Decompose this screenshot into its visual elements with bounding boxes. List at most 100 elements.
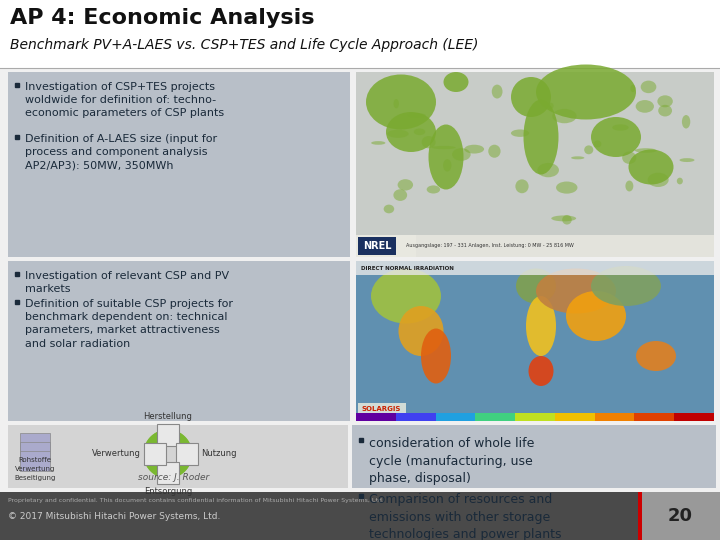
Ellipse shape [523,99,559,174]
Bar [515,413,555,421]
Text: source: J. Roder: source: J. Roder [138,473,209,482]
FancyBboxPatch shape [176,443,198,465]
Ellipse shape [452,148,471,161]
Ellipse shape [636,100,654,113]
Bar [356,235,416,257]
Ellipse shape [680,158,695,162]
Ellipse shape [421,328,451,383]
Ellipse shape [630,85,636,92]
Ellipse shape [393,189,407,201]
FancyBboxPatch shape [143,443,166,465]
Ellipse shape [556,181,577,194]
Ellipse shape [511,130,529,137]
Bar [555,413,595,421]
Ellipse shape [444,72,469,92]
Bar [634,413,674,421]
Bar [356,72,714,257]
Ellipse shape [636,341,676,371]
Ellipse shape [552,215,576,221]
Text: Definition of A-LAES size (input for
process and component analysis
AP2/AP3): 50: Definition of A-LAES size (input for pro… [25,134,217,171]
Ellipse shape [584,145,593,154]
Ellipse shape [428,125,464,190]
Ellipse shape [552,109,577,123]
Text: © 2017 Mitsubishi Hitachi Power Systems, Ltd.: © 2017 Mitsubishi Hitachi Power Systems,… [8,512,220,521]
Ellipse shape [526,296,556,356]
Ellipse shape [516,268,556,303]
Ellipse shape [594,140,601,147]
Ellipse shape [366,75,436,130]
Bar [0,0,720,68]
Ellipse shape [641,80,657,93]
Bar [8,261,350,421]
Text: consideration of whole life
cycle (manufacturing, use
phase, disposal): consideration of whole life cycle (manuf… [369,437,534,485]
Ellipse shape [682,115,690,129]
Text: Proprietary and confidential. This document contains confidential information of: Proprietary and confidential. This docum… [8,498,384,503]
Bar [356,261,714,421]
Bar [640,492,720,540]
Bar [356,261,714,421]
Ellipse shape [622,152,636,164]
Ellipse shape [427,185,440,193]
Ellipse shape [464,145,484,153]
Bar [8,72,350,257]
Ellipse shape [537,163,559,177]
FancyBboxPatch shape [157,424,179,446]
Ellipse shape [511,77,551,117]
Bar [358,403,406,415]
Ellipse shape [432,146,456,149]
Text: Rohstoffe: Rohstoffe [19,456,52,463]
FancyBboxPatch shape [20,433,50,453]
Bar [674,413,714,421]
Text: Definition of suitable CSP projects for
benchmark dependent on: technical
parame: Definition of suitable CSP projects for … [25,299,233,349]
Bar [356,235,714,257]
Ellipse shape [536,64,636,119]
Ellipse shape [562,215,572,225]
Text: DIRECT NORMAL IRRADIATION: DIRECT NORMAL IRRADIATION [361,266,454,271]
Bar [8,425,348,488]
Ellipse shape [387,130,409,138]
Bar [436,413,475,421]
Ellipse shape [443,159,451,172]
Ellipse shape [398,306,444,356]
Text: Investigation of relevant CSP and PV
markets: Investigation of relevant CSP and PV mar… [25,271,229,294]
Ellipse shape [408,113,426,118]
Text: SOLARGIS: SOLARGIS [361,406,400,412]
Text: Entsorgung: Entsorgung [144,487,192,496]
Bar [352,425,716,488]
Ellipse shape [488,145,500,158]
FancyBboxPatch shape [20,451,50,471]
Text: Benchmark PV+A-LAES vs. CSP+TES and Life Cycle Approach (LEE): Benchmark PV+A-LAES vs. CSP+TES and Life… [10,38,478,52]
Ellipse shape [414,129,426,135]
Text: Beseitigung: Beseitigung [14,475,55,482]
Ellipse shape [516,179,528,193]
Ellipse shape [612,124,629,131]
Ellipse shape [548,103,554,109]
Ellipse shape [528,356,554,386]
Ellipse shape [629,150,673,185]
Ellipse shape [384,205,394,213]
Text: 20: 20 [667,507,693,525]
FancyBboxPatch shape [157,462,179,484]
Text: NREL: NREL [363,241,391,251]
Ellipse shape [591,266,661,306]
Ellipse shape [648,173,669,187]
Text: Ausgangslage: 197 - 331 Anlagen, Inst. Leistung: 0 MW - 25 816 MW: Ausgangslage: 197 - 331 Anlagen, Inst. L… [406,244,574,248]
Bar [356,261,714,275]
Bar [638,492,642,540]
Ellipse shape [492,85,503,98]
Ellipse shape [536,268,616,314]
Ellipse shape [422,136,436,149]
Text: AP 4: Economic Analysis: AP 4: Economic Analysis [10,8,315,28]
Text: Investigation of CSP+TES projects
woldwide for definition of: techno-
economic p: Investigation of CSP+TES projects woldwi… [25,82,224,118]
FancyBboxPatch shape [20,442,50,462]
Bar [475,413,515,421]
Bar [358,237,396,255]
Ellipse shape [571,156,585,159]
Text: Comparison of resources and
emissions with other storage
technologies and power : Comparison of resources and emissions wi… [369,493,562,540]
Ellipse shape [397,179,413,191]
Ellipse shape [591,117,641,157]
Bar [356,413,396,421]
Text: Verwertung: Verwertung [91,449,140,458]
Ellipse shape [635,148,657,153]
Bar [595,413,634,421]
